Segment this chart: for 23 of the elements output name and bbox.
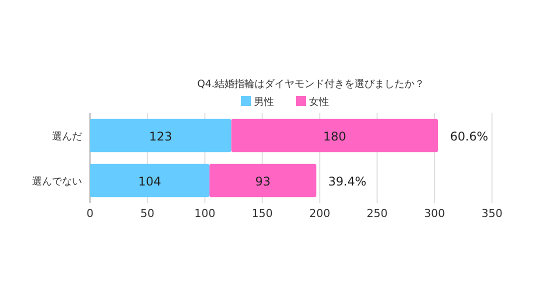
- data-label: 93: [255, 174, 270, 188]
- legend-label: 男性: [254, 96, 274, 108]
- annotation: 39.4%: [328, 174, 366, 188]
- y-tick-label: 選んでない: [32, 176, 82, 188]
- bar: [209, 164, 316, 198]
- x-tick-label: 150: [252, 207, 273, 220]
- legend-label: 女性: [309, 96, 329, 108]
- x-tick-label: 50: [140, 207, 154, 220]
- bar: [90, 164, 210, 198]
- x-tick-label: 100: [194, 207, 216, 220]
- annotation: 60.6%: [450, 130, 488, 144]
- data-label: 123: [149, 130, 172, 144]
- x-tick-label: 300: [424, 207, 446, 220]
- chart-title: Q4.結婚指輪はダイヤモンド付きを選びましたか？: [197, 78, 425, 90]
- x-tick-label: 0: [86, 207, 94, 220]
- x-tick-label: 200: [309, 207, 330, 220]
- bar: [231, 118, 438, 152]
- data-label: 180: [323, 130, 346, 144]
- y-tick-label: 選んだ: [52, 130, 82, 142]
- bar: [90, 118, 232, 152]
- x-tick-label: 350: [482, 207, 502, 220]
- data-label: 104: [138, 174, 162, 188]
- x-tick-label: 250: [366, 207, 388, 220]
